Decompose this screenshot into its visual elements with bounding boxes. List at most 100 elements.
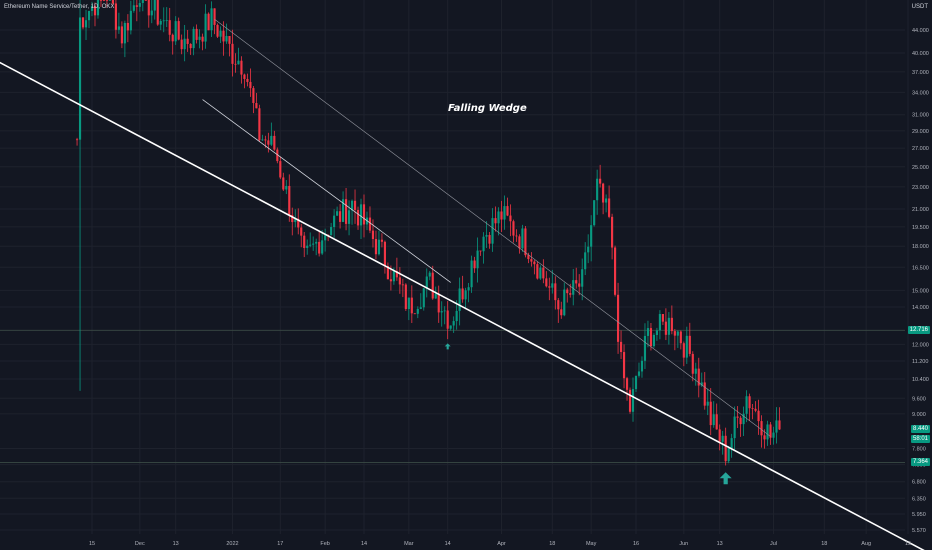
candle-body — [324, 235, 327, 241]
candle-body — [425, 276, 428, 289]
candle-body — [503, 206, 506, 220]
candle-body — [488, 234, 491, 244]
candle-body — [342, 199, 345, 222]
candle-body — [614, 247, 617, 295]
candle-body — [395, 271, 398, 278]
y-tick-label: 14.000 — [912, 305, 929, 311]
y-tick-label: 21.000 — [912, 207, 929, 213]
x-tick-label: 18 — [549, 541, 555, 547]
candle-body — [527, 255, 530, 260]
y-axis: 44.000 40.000 37.000 34.000 31.000 29.000 27.0… — [912, 28, 929, 534]
x-tick-label: Feb — [320, 541, 329, 547]
candle-body — [126, 22, 129, 31]
candle-body — [608, 198, 611, 217]
candle-body — [539, 267, 542, 279]
candle-body — [141, 0, 144, 4]
candle-body — [494, 218, 497, 224]
candle-body — [730, 438, 733, 449]
candle-body — [479, 250, 482, 252]
arrow-up-icon — [719, 472, 732, 485]
candle-body — [231, 43, 234, 64]
candle-body — [715, 414, 718, 430]
candle-body — [150, 10, 153, 16]
candle-body — [775, 420, 778, 433]
candle-body — [473, 260, 476, 269]
candle-body — [434, 293, 437, 299]
candle-body — [634, 375, 638, 390]
y-tick-label: 31.000 — [912, 113, 929, 119]
candle-body — [90, 5, 94, 12]
candle-body — [410, 297, 413, 314]
candle-body — [356, 209, 360, 226]
markers — [444, 343, 732, 485]
candle-body — [497, 211, 500, 224]
candle-body — [569, 293, 572, 295]
candle-body — [575, 280, 578, 284]
candle-body — [192, 28, 195, 49]
candle-body — [240, 60, 243, 75]
candle-body — [724, 435, 727, 462]
candle-body — [318, 241, 321, 254]
y-tick-label: 5.950 — [912, 512, 926, 518]
candle-body — [374, 239, 378, 255]
candle-body — [652, 334, 656, 347]
candle-body — [611, 216, 614, 248]
candle-body — [135, 5, 138, 7]
candle-body — [602, 183, 605, 203]
candle-body — [285, 185, 288, 190]
candle-body — [162, 20, 165, 22]
candle-body — [288, 185, 291, 216]
y-tick-label: 29.000 — [912, 129, 929, 135]
horizontal-lines — [0, 329, 905, 463]
candle-body — [506, 206, 509, 216]
candle-body — [599, 178, 602, 184]
x-tick-label: 13 — [717, 541, 723, 547]
candle-body — [87, 11, 91, 21]
candle-body — [625, 378, 629, 390]
candle-body — [655, 330, 658, 335]
candle-body — [554, 283, 557, 301]
candle-body — [685, 335, 688, 358]
x-axis: 15 Dec 13 2022 17 Feb 14 Mar 14 Apr 18 May 16 Jun 13 Ju… — [89, 541, 911, 547]
candle-body — [234, 63, 237, 65]
candle-body — [75, 139, 79, 141]
candle-body — [557, 300, 560, 310]
candle-body — [766, 424, 769, 440]
candle-body — [697, 368, 700, 386]
candle-body — [315, 241, 318, 244]
x-tick-label: Apr — [497, 541, 506, 547]
candle-body — [195, 28, 198, 40]
y-tick-label: 23.000 — [912, 185, 929, 191]
candle-body — [637, 371, 641, 376]
candle-body — [437, 293, 440, 313]
candle-body — [703, 382, 706, 406]
candle-body — [255, 102, 258, 109]
candle-body — [252, 88, 255, 103]
y-tick-label: 34.000 — [912, 90, 929, 96]
candle-body — [377, 239, 381, 255]
candle-body — [590, 225, 593, 247]
candle-body — [168, 20, 171, 35]
candle-body — [584, 252, 587, 270]
candle-body — [359, 204, 363, 226]
candle-body — [249, 81, 252, 89]
y-tick-label: 16.500 — [912, 265, 929, 271]
candle-body — [428, 272, 431, 277]
candle-body — [470, 260, 473, 288]
candle-body — [658, 314, 661, 331]
y-tick-label: 9.600 — [912, 396, 926, 402]
candle-body — [165, 20, 168, 21]
candle-body — [102, 0, 106, 1]
candle-body — [458, 288, 461, 311]
candle-body — [593, 200, 596, 226]
symbol-title: Ethereum Name Service/Tether, 1D, OKX — [4, 4, 115, 10]
candle-body — [177, 21, 180, 40]
candle-body — [739, 417, 742, 425]
candle-body — [533, 261, 536, 265]
candle-body — [389, 279, 392, 282]
candle-body — [670, 317, 673, 332]
candle-body — [688, 335, 691, 354]
candle-body — [509, 215, 512, 222]
candle-body — [622, 352, 626, 379]
